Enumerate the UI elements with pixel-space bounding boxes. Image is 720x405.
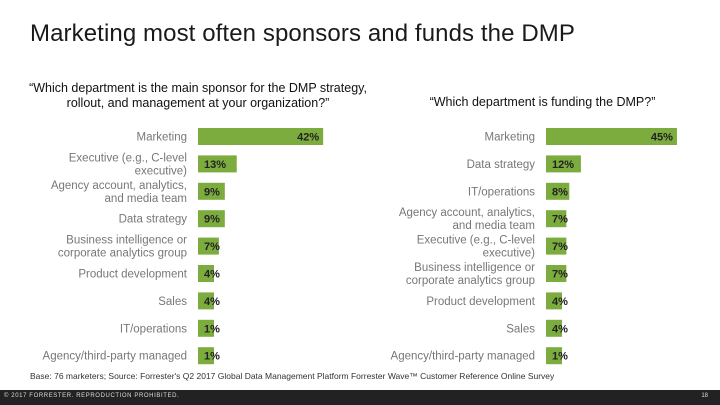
bar (198, 319, 214, 337)
value-label: 9% (204, 186, 220, 198)
value-label: 4% (204, 269, 220, 281)
value-label: 12% (552, 159, 574, 171)
value-label: 7% (552, 269, 568, 281)
value-label: 4% (552, 296, 568, 308)
value-label: 1% (552, 351, 568, 363)
bar (546, 128, 677, 145)
category-label: Business intelligence or corporate analyt… (406, 262, 535, 287)
bar (198, 347, 214, 365)
value-label: 9% (204, 214, 220, 226)
category-label: Agency/third-party managed (43, 351, 187, 363)
value-label: 8% (552, 186, 568, 198)
bar (546, 347, 562, 365)
category-label: Sales (506, 323, 535, 335)
bar (546, 292, 562, 310)
page-title: Marketing most often sponsors and funds … (30, 20, 575, 47)
bar (198, 292, 214, 310)
bar (198, 210, 225, 228)
category-label: Business intelligence or corporate analyt… (58, 235, 187, 260)
bar (546, 319, 562, 337)
value-label: 4% (204, 296, 220, 308)
bar (198, 265, 214, 282)
bar (198, 155, 237, 173)
chart-2-question: “Which department is funding the DMP?” (429, 95, 656, 109)
category-label: Product development (78, 269, 187, 281)
bar (546, 265, 567, 282)
value-label: 7% (204, 241, 220, 253)
category-label: Executive (e.g., C-level executive) (417, 235, 535, 260)
value-label: 7% (552, 214, 568, 226)
sponsor-bar-chart: 42% Marketing 13% Executive (e.g., C-level e… (43, 128, 324, 365)
chart-1-question: “Which department is the main sponsor fo… (29, 81, 367, 110)
footer-bar: © 2017 FORRESTER. REPRODUCTION PROHIBITE… (0, 390, 720, 405)
copyright-text: © 2017 FORRESTER. REPRODUCTION PROHIBITE… (4, 393, 180, 399)
source-footnote: Base: 76 marketers; Source: Forrester's … (30, 371, 555, 381)
category-label: IT/operations (120, 323, 187, 335)
value-label: 1% (204, 351, 220, 363)
bar (546, 155, 581, 173)
category-label: Agency account, analytics, and media team (51, 180, 187, 205)
page-number: 18 (701, 393, 708, 399)
value-label: 1% (204, 323, 220, 335)
category-label: Sales (158, 296, 187, 308)
value-label: 4% (552, 323, 568, 335)
category-label: Data strategy (119, 214, 188, 226)
category-label: Marketing (137, 132, 188, 144)
bar (198, 182, 225, 200)
category-label: Executive (e.g., C-level executive) (69, 152, 187, 177)
category-label: IT/operations (468, 186, 535, 198)
bar (546, 237, 567, 255)
value-label: 13% (204, 159, 226, 171)
bar (546, 182, 570, 200)
funding-bar-chart: 45% Marketing 12% Data strategy 8% IT/operati… (391, 128, 677, 365)
category-label: Marketing (485, 132, 536, 144)
category-label: Data strategy (467, 159, 536, 171)
bar (546, 210, 567, 228)
bar (198, 128, 324, 145)
bar (198, 237, 219, 255)
value-label: 45% (651, 132, 673, 144)
category-label: Agency account, analytics, and media team (399, 207, 535, 232)
value-label: 7% (552, 241, 568, 253)
category-label: Product development (426, 296, 535, 308)
value-label: 42% (297, 132, 319, 144)
category-label: Agency/third-party managed (391, 351, 535, 363)
